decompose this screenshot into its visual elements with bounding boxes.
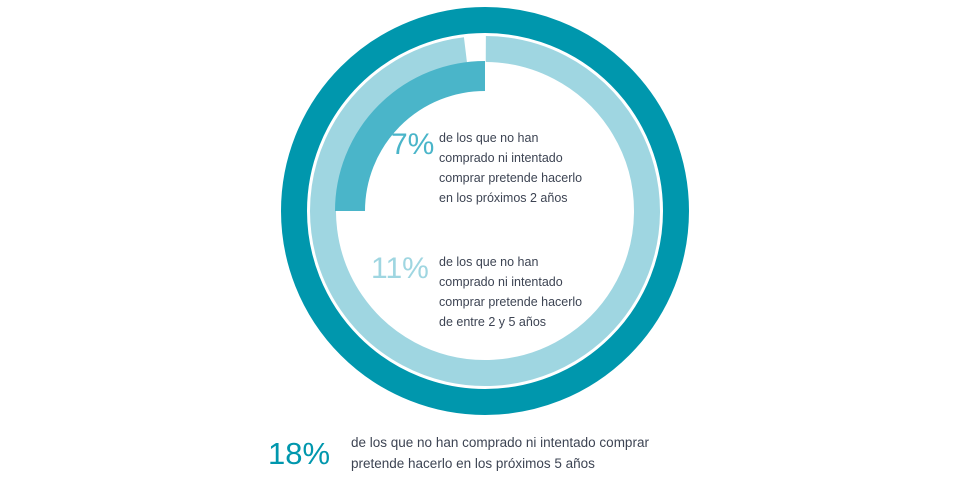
middle-ring-arc (310, 36, 660, 386)
outer-ring-description-line: de los que no han comprado ni intentado … (351, 435, 649, 450)
middle-ring-description-line: comprar pretende hacerlo (439, 295, 583, 309)
outer-ring-description-line: pretende hacerlo en los próximos 5 años (351, 456, 595, 471)
middle-ring-percentage: 11% (371, 252, 429, 285)
outer-ring-percentage: 18% (268, 436, 331, 471)
inner-ring-description-line: comprado ni intentado (439, 151, 563, 165)
inner-ring-description: de los que no han comprado ni intentado … (439, 128, 582, 208)
middle-ring-description: de los que no han comprado ni intentado … (439, 252, 582, 332)
outer-ring-arc (281, 7, 689, 415)
outer-ring-description: de los que no han comprado ni intentado … (351, 432, 649, 474)
middle-ring-description-line: de los que no han (439, 255, 539, 269)
inner-ring-description-line: comprar pretende hacerlo (439, 171, 583, 185)
inner-ring-description-line: en los próximos 2 años (439, 191, 568, 205)
middle-ring-description-line: de entre 2 y 5 años (439, 315, 547, 329)
inner-ring-description-line: de los que no han (439, 131, 539, 145)
inner-ring-arc (335, 61, 486, 212)
middle-ring-description-line: comprado ni intentado (439, 275, 563, 289)
inner-ring-percentage: 7% (391, 128, 435, 161)
